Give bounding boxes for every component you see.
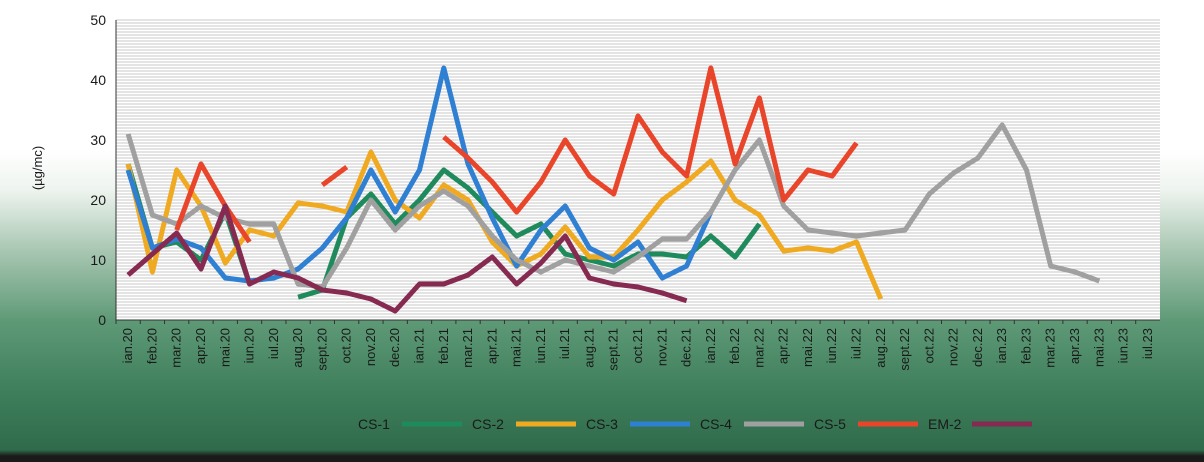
x-tick-label: oct.20	[339, 328, 354, 363]
series-group	[125, 65, 1101, 314]
x-tick-label: iul.21	[557, 328, 572, 359]
x-tick-label: aug.20	[290, 328, 305, 368]
y-tick-label: 10	[90, 252, 106, 268]
x-tick-label: mai.22	[800, 328, 815, 367]
series-line-cs-4	[125, 122, 1101, 290]
legend-label: EM-2	[928, 416, 962, 432]
x-tick-label: mar.21	[460, 328, 475, 368]
legend-label: CS-1	[358, 416, 390, 432]
legend-label: CS-5	[814, 416, 846, 432]
series-line-cs-1	[297, 167, 762, 300]
y-tick-label: 30	[90, 132, 106, 148]
x-tick-label: oct.22	[921, 328, 936, 363]
x-tick-label: feb.21	[436, 328, 451, 364]
y-axis-ticks: 0 10 20 30 40 50	[90, 12, 106, 328]
y-tick-label: 0	[98, 312, 106, 328]
x-tick-label: mai.21	[509, 328, 524, 367]
x-tick-label: iun.23	[1116, 328, 1131, 363]
series-line-cs-3	[125, 65, 714, 284]
y-axis-label: (µg/mc)	[30, 146, 45, 190]
x-tick-label: dec.21	[679, 328, 694, 367]
x-tick-label: sept.22	[897, 328, 912, 371]
series-line-cs-5	[174, 161, 252, 244]
x-tick-label: mai.20	[217, 328, 232, 367]
x-tick-label: apr.20	[193, 328, 208, 364]
x-tick-label: nov.22	[946, 328, 961, 366]
x-tick-label: feb.22	[727, 328, 742, 364]
series-line-cs-2	[125, 149, 884, 300]
x-tick-label: feb.20	[144, 328, 159, 364]
series-line-em-2	[126, 203, 688, 314]
series-line-cs-5	[320, 164, 349, 188]
legend-label: CS-3	[586, 416, 618, 432]
x-axis-ticks: ian.20 feb.20 mar.20 apr.20 mai.20 iun.20 iul.…	[115, 320, 1155, 371]
legend: CS-1 CS-2 CS-3 CS-4 CS-5 EM-2	[358, 416, 1032, 432]
x-tick-label: mai.23	[1091, 328, 1106, 367]
x-tick-label: mar.22	[751, 328, 766, 368]
x-tick-label: nov.21	[654, 328, 669, 366]
x-tick-label: oct.21	[630, 328, 645, 363]
y-tick-label: 20	[90, 192, 106, 208]
series-line-cs-5	[442, 65, 859, 215]
y-tick-label: 50	[90, 12, 106, 28]
x-tick-label: ian.20	[120, 328, 135, 363]
x-tick-label: aug.22	[873, 328, 888, 368]
x-tick-label: iun.20	[242, 328, 257, 363]
x-tick-label: iun.22	[824, 328, 839, 363]
x-tick-label: mar.20	[169, 328, 184, 368]
y-tick-label: 40	[90, 72, 106, 88]
x-tick-label: iul.23	[1140, 328, 1155, 359]
x-tick-label: iul.20	[266, 328, 281, 359]
x-tick-label: dec.20	[387, 328, 402, 367]
x-tick-label: feb.23	[1018, 328, 1033, 364]
x-tick-label: sept.21	[606, 328, 621, 371]
x-tick-label: aug.21	[581, 328, 596, 368]
x-tick-label: sept.20	[314, 328, 329, 371]
x-tick-label: ian.22	[703, 328, 718, 363]
x-tick-label: apr.22	[776, 328, 791, 364]
x-tick-label: apr.21	[484, 328, 499, 364]
x-tick-label: iun.21	[533, 328, 548, 363]
x-tick-label: nov.20	[363, 328, 378, 366]
x-tick-label: mar.23	[1043, 328, 1058, 368]
legend-label: CS-4	[700, 416, 732, 432]
x-tick-label: ian.23	[994, 328, 1009, 363]
legend-label: CS-2	[472, 416, 504, 432]
x-tick-label: dec.22	[970, 328, 985, 367]
x-tick-label: iul.22	[849, 328, 864, 359]
x-tick-label: ian.21	[411, 328, 426, 363]
x-tick-label: apr.23	[1067, 328, 1082, 364]
